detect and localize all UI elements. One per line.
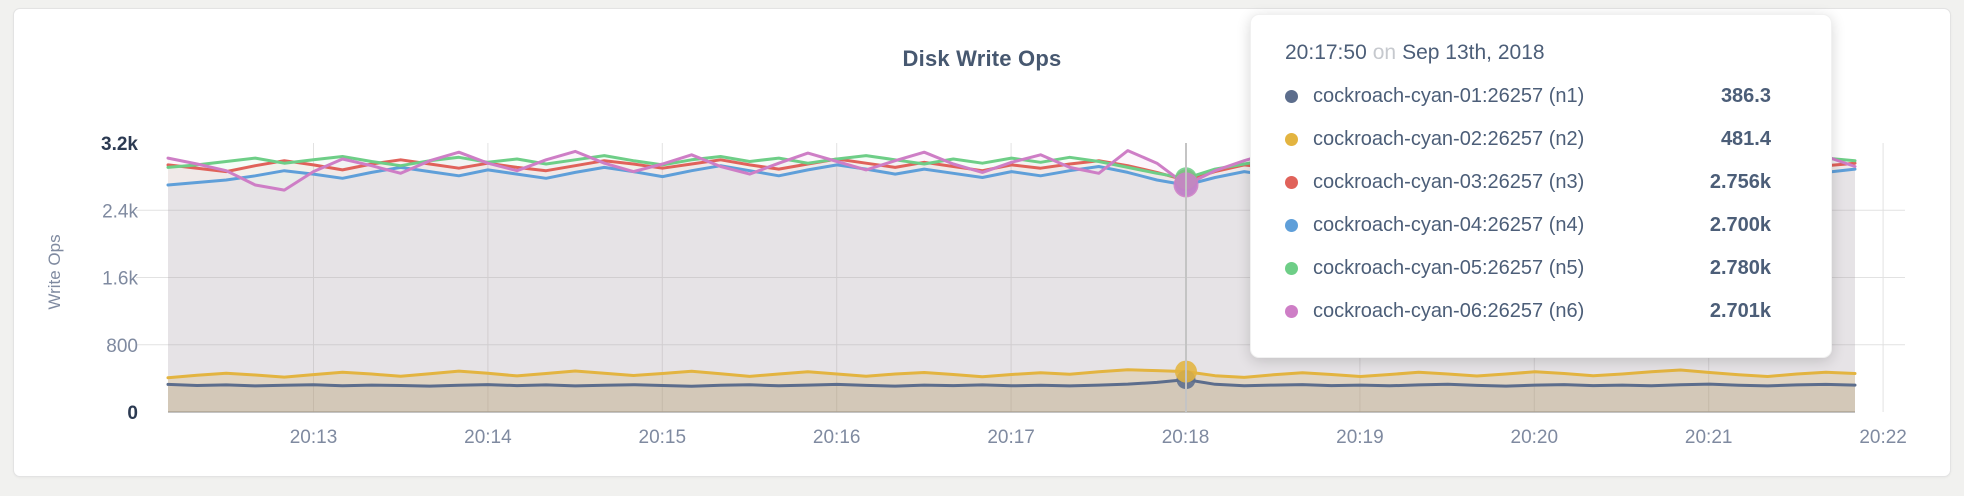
tooltip-rows: cockroach-cyan-01:26257 (n1) 386.3 cockroa… [1285, 75, 1771, 333]
series-color-dot-icon [1285, 133, 1298, 146]
series-label: cockroach-cyan-05:26257 (n5) [1313, 257, 1585, 279]
series-color-dot-icon [1285, 176, 1298, 189]
hover-tooltip: 20:17:50 on Sep 13th, 2018 cockroach-cyan-… [1250, 14, 1832, 358]
series-label: cockroach-cyan-06:26257 (n6) [1313, 300, 1585, 322]
y-tick-label: 3.2k [101, 134, 138, 155]
series-color-dot-icon [1285, 90, 1298, 103]
series-value: 2.701k [1709, 300, 1771, 322]
x-tick-label: 20:18 [1162, 427, 1210, 448]
y-tick-label: 1.6k [102, 269, 138, 290]
x-tick-label: 20:14 [464, 427, 512, 448]
series-label: cockroach-cyan-04:26257 (n4) [1313, 214, 1585, 236]
x-tick-label: 20:19 [1336, 427, 1384, 448]
series-value: 481.4 [1720, 128, 1771, 150]
x-tick-label: 20:21 [1685, 427, 1733, 448]
x-tick-label: 20:17 [987, 427, 1035, 448]
series-label: cockroach-cyan-03:26257 (n3) [1313, 171, 1585, 193]
y-tick-label: 2.4k [102, 201, 138, 222]
series-line-n2 [166, 368, 1857, 380]
series-label: cockroach-cyan-02:26257 (n2) [1313, 128, 1585, 150]
tooltip-time: 20:17:50 [1285, 41, 1367, 64]
tooltip-row: cockroach-cyan-02:26257 (n2) 481.4 [1285, 118, 1771, 161]
series-value: 2.780k [1709, 257, 1771, 279]
tooltip-row: cockroach-cyan-06:26257 (n6) 2.701k [1285, 290, 1771, 333]
x-tick-label: 20:13 [290, 427, 338, 448]
tooltip-row: cockroach-cyan-04:26257 (n4) 2.700k [1285, 204, 1771, 247]
tooltip-header: 20:17:50 on Sep 13th, 2018 [1285, 41, 1771, 65]
series-color-dot-icon [1285, 262, 1298, 275]
x-tick-label: 20:22 [1859, 427, 1907, 448]
series-label: cockroach-cyan-01:26257 (n1) [1313, 85, 1585, 107]
x-tick-label: 20:16 [813, 427, 861, 448]
x-tick-label: 20:20 [1511, 427, 1559, 448]
x-tick-label: 20:15 [639, 427, 687, 448]
series-area-n2 [168, 369, 1855, 412]
series-area-n1 [168, 379, 1855, 412]
series-color-dot-icon [1285, 219, 1298, 232]
tooltip-row: cockroach-cyan-05:26257 (n5) 2.780k [1285, 247, 1771, 290]
tooltip-conjunction: on [1372, 41, 1397, 64]
tooltip-row: cockroach-cyan-01:26257 (n1) 386.3 [1285, 75, 1771, 118]
series-value: 2.700k [1709, 214, 1771, 236]
series-value: 386.3 [1720, 85, 1771, 107]
series-value: 2.756k [1709, 171, 1771, 193]
series-color-dot-icon [1285, 305, 1298, 318]
tooltip-date: Sep 13th, 2018 [1402, 41, 1545, 64]
y-tick-label: 0 [127, 403, 138, 424]
chart-title: Disk Write Ops [902, 46, 1062, 71]
y-tick-label: 800 [106, 336, 138, 357]
series-line-n1 [166, 378, 1857, 388]
tooltip-row: cockroach-cyan-03:26257 (n3) 2.756k [1285, 161, 1771, 204]
